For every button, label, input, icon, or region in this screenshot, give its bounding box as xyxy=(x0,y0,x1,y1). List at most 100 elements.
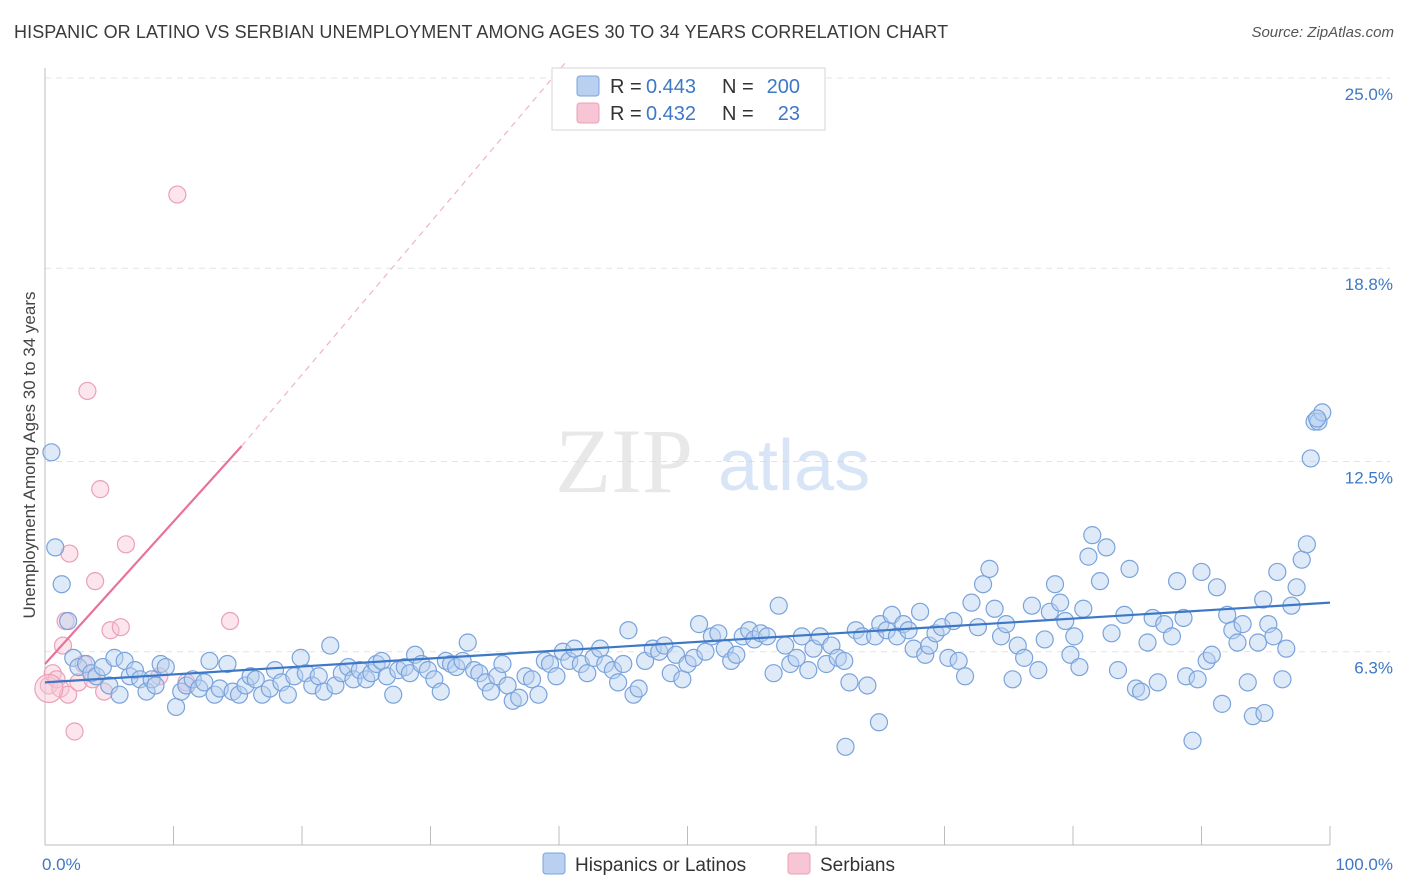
hispanics-point xyxy=(465,661,484,680)
hispanics-point xyxy=(578,664,597,683)
hispanics-point xyxy=(314,682,333,701)
hispanics-point xyxy=(709,624,728,643)
hispanics-point xyxy=(1228,633,1247,652)
hispanics-point xyxy=(1022,596,1041,615)
serbians-point xyxy=(168,185,187,204)
bottom-legend-swatch-blue xyxy=(542,852,566,875)
y-tick-label-0: 6.3% xyxy=(1354,659,1393,678)
hispanics-point xyxy=(1074,599,1093,618)
hispanics-point xyxy=(614,654,633,674)
hispanics-point xyxy=(836,737,855,756)
y-tick-label-1: 12.5% xyxy=(1345,469,1393,488)
legend-swatch-blue xyxy=(576,75,600,97)
hispanics-point xyxy=(195,673,214,692)
hispanics-point xyxy=(609,673,628,692)
hispanics-point xyxy=(1083,526,1102,545)
hispanics-point xyxy=(291,648,310,667)
hispanics-point xyxy=(955,667,975,686)
hispanics-point xyxy=(1309,412,1328,431)
hispanics-point xyxy=(916,645,935,664)
hispanics-point xyxy=(42,443,61,462)
hispanics-point xyxy=(1079,547,1098,566)
hispanics-point xyxy=(1305,412,1324,431)
legend-n-label-blue: N = xyxy=(722,76,754,98)
bottom-legend: Hispanics or Latinos Serbians xyxy=(542,852,895,876)
legend-r-value-pink: 0.432 xyxy=(646,103,696,125)
hispanics-point xyxy=(1233,615,1252,634)
hispanics-point xyxy=(1268,562,1287,582)
hispanics-point xyxy=(1301,449,1320,468)
hispanics-point xyxy=(980,559,999,578)
x-tick-label-0: 0.0% xyxy=(42,855,81,874)
serbians-point xyxy=(86,572,105,591)
hispanics-point xyxy=(1120,559,1139,578)
hispanics-point xyxy=(684,648,704,667)
hispanics-point xyxy=(1297,535,1316,554)
hispanics-point xyxy=(146,676,165,695)
hispanics-point xyxy=(547,667,566,686)
hispanics-point xyxy=(910,602,930,621)
hispanics-point xyxy=(1029,661,1048,680)
hispanics-point xyxy=(125,661,145,680)
legend-n-label-pink: N = xyxy=(722,103,754,125)
hispanics-point xyxy=(458,633,477,652)
hispanics-point xyxy=(985,599,1004,618)
hispanics-point xyxy=(1254,590,1273,609)
y-tick-label-3: 25.0% xyxy=(1345,85,1393,104)
hispanics-point xyxy=(183,670,202,689)
serbians-point xyxy=(220,611,240,631)
hispanics-point xyxy=(151,654,170,674)
hispanics-point xyxy=(1248,633,1268,652)
hispanics-point xyxy=(431,682,450,701)
hispanics-point xyxy=(100,676,119,695)
hispanics-point xyxy=(968,618,988,637)
hispanics-point xyxy=(869,713,889,732)
serbians-point xyxy=(116,535,136,554)
hispanics-point xyxy=(689,615,709,634)
legend-box: R = 0.443 N = 200 R = 0.432 N = 23 xyxy=(551,67,826,131)
hispanics-point xyxy=(344,670,363,689)
hispanics-point xyxy=(1308,409,1327,428)
hispanics-point xyxy=(156,657,175,677)
hispanics-points xyxy=(42,403,1332,756)
hispanics-point xyxy=(1090,572,1110,591)
hispanics-point xyxy=(661,664,680,683)
hispanics-point xyxy=(619,621,638,640)
hispanics-point xyxy=(817,654,836,674)
hispanics-point xyxy=(939,648,958,667)
hispanics-point xyxy=(764,664,783,683)
hispanics-point xyxy=(1176,667,1196,686)
legend-r-label-blue: R = xyxy=(610,76,642,98)
hispanics-point xyxy=(1015,648,1034,667)
trend-lines xyxy=(44,62,1331,684)
hispanics-point xyxy=(858,676,877,695)
hispanics-point xyxy=(840,673,859,692)
serbians-point xyxy=(59,685,78,704)
hispanics-point xyxy=(52,575,71,594)
hispanics-point xyxy=(1273,670,1292,689)
hispanics-point xyxy=(110,685,129,704)
x-tick-label-1: 100.0% xyxy=(1335,855,1393,874)
hispanics-point xyxy=(246,670,265,689)
hispanics-point xyxy=(384,685,403,704)
bottom-legend-swatch-pink xyxy=(787,852,811,875)
hispanics-point xyxy=(1138,633,1157,652)
hispanics-point xyxy=(799,661,818,680)
hispanics-point xyxy=(278,685,297,704)
hispanics-point xyxy=(1238,673,1257,692)
hispanics-trend-line xyxy=(44,601,1331,684)
hispanics-point xyxy=(1003,670,1022,689)
bottom-legend-label-blue: Hispanics or Latinos xyxy=(575,855,746,876)
hispanics-point xyxy=(309,667,328,686)
hispanics-point xyxy=(1183,731,1202,750)
hispanics-point xyxy=(362,664,381,683)
hispanics-point xyxy=(1045,575,1065,594)
hispanics-point xyxy=(241,667,260,686)
hispanics-point xyxy=(1102,624,1121,643)
hispanics-point xyxy=(1188,670,1207,689)
hispanics-point xyxy=(441,654,461,674)
axes xyxy=(44,68,1331,846)
hispanics-point xyxy=(787,648,806,667)
serbians-point xyxy=(111,618,130,637)
